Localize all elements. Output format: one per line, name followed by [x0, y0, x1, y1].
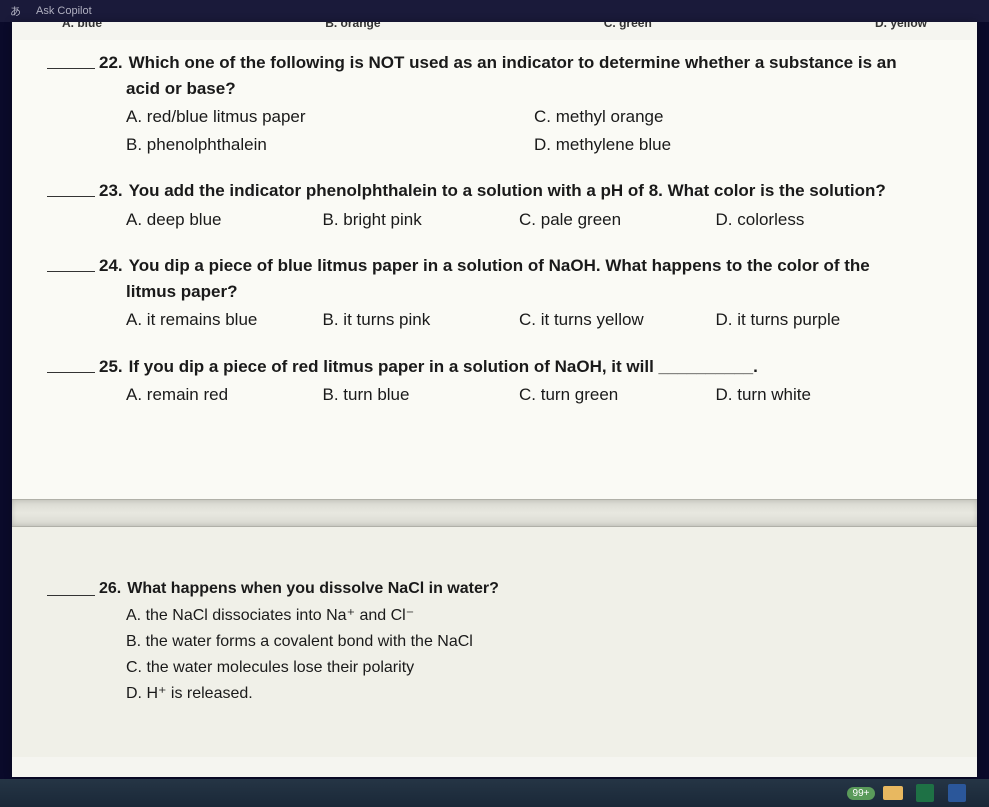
option-a: A. red/blue litmus paper	[126, 103, 534, 131]
question-number: 24.	[99, 253, 123, 279]
question-26: 26. What happens when you dissolve NaCl …	[47, 577, 942, 707]
answer-blank	[47, 372, 95, 373]
question-22: 22. Which one of the following is NOT us…	[47, 50, 942, 158]
badge-count: 99+	[847, 787, 876, 800]
fragment-option-a: A. blue	[62, 22, 102, 34]
question-text-cont: acid or base?	[126, 76, 942, 102]
option-c: C. methyl orange	[534, 103, 942, 131]
fragment-option-c: C. green	[604, 22, 652, 34]
option-d: D. it turns purple	[716, 306, 913, 334]
option-c: C. it turns yellow	[519, 306, 716, 334]
options-row: A. deep blue B. bright pink C. pale gree…	[126, 206, 942, 234]
options-grid: A. red/blue litmus paper B. phenolphthal…	[126, 103, 942, 158]
option-d: D. methylene blue	[534, 131, 942, 159]
option-c: C. pale green	[519, 206, 716, 234]
question-content: 26. What happens when you dissolve NaCl …	[99, 577, 942, 707]
option-a: A. the NaCl dissociates into Na⁺ and Cl⁻	[126, 603, 942, 629]
option-b: B. bright pink	[323, 206, 520, 234]
option-b: B. turn blue	[323, 381, 520, 409]
word-icon[interactable]	[945, 783, 969, 803]
file-explorer-icon[interactable]	[881, 783, 905, 803]
page-break	[12, 499, 977, 527]
question-content: 23. You add the indicator phenolphthalei…	[99, 178, 942, 233]
question-25: 25. If you dip a piece of red litmus pap…	[47, 354, 942, 409]
option-a: A. it remains blue	[126, 306, 323, 334]
question-number: 26.	[99, 577, 121, 601]
question-24: 24. You dip a piece of blue litmus paper…	[47, 253, 942, 334]
answer-blank	[47, 271, 95, 272]
fragment-option-d: D. yellow	[875, 22, 927, 34]
question-text: You add the indicator phenolphthalein to…	[129, 178, 942, 204]
option-b: B. it turns pink	[323, 306, 520, 334]
excel-icon[interactable]	[913, 783, 937, 803]
option-d: D. H⁺ is released.	[126, 681, 942, 707]
options-row: A. remain red B. turn blue C. turn green…	[126, 381, 942, 409]
translate-icon[interactable]: あ	[10, 3, 21, 19]
question-page-upper: 22. Which one of the following is NOT us…	[12, 40, 977, 499]
fragment-option-b: B. orange	[325, 22, 380, 34]
answer-blank	[47, 595, 95, 596]
question-number: 25.	[99, 354, 123, 380]
question-content: 25. If you dip a piece of red litmus pap…	[99, 354, 942, 409]
windows-taskbar[interactable]: 99+	[0, 779, 989, 807]
prev-question-fragment: A. blue B. orange C. green D. yellow	[12, 22, 977, 40]
options-list: A. the NaCl dissociates into Na⁺ and Cl⁻…	[126, 603, 942, 707]
browser-toolbar: あ Ask Copilot	[0, 0, 989, 22]
question-text: You dip a piece of blue litmus paper in …	[129, 253, 942, 279]
option-a: A. deep blue	[126, 206, 323, 234]
option-c: C. turn green	[519, 381, 716, 409]
question-content: 24. You dip a piece of blue litmus paper…	[99, 253, 942, 334]
document-viewport: A. blue B. orange C. green D. yellow 22.…	[12, 22, 977, 777]
question-23: 23. You add the indicator phenolphthalei…	[47, 178, 942, 233]
option-d: D. turn white	[716, 381, 913, 409]
answer-blank	[47, 196, 95, 197]
answer-blank	[47, 68, 95, 69]
question-number: 23.	[99, 178, 123, 204]
question-page-lower: 26. What happens when you dissolve NaCl …	[12, 527, 977, 757]
question-text: If you dip a piece of red litmus paper i…	[129, 354, 942, 380]
option-a: A. remain red	[126, 381, 323, 409]
option-b: B. the water forms a covalent bond with …	[126, 629, 942, 655]
question-number: 22.	[99, 50, 123, 76]
option-c: C. the water molecules lose their polari…	[126, 655, 942, 681]
option-b: B. phenolphthalein	[126, 131, 534, 159]
options-row: A. it remains blue B. it turns pink C. i…	[126, 306, 942, 334]
question-text-cont: litmus paper?	[126, 279, 942, 305]
copilot-button[interactable]: Ask Copilot	[36, 5, 92, 17]
question-text: What happens when you dissolve NaCl in w…	[127, 577, 942, 601]
question-text: Which one of the following is NOT used a…	[129, 50, 942, 76]
option-d: D. colorless	[716, 206, 913, 234]
question-content: 22. Which one of the following is NOT us…	[99, 50, 942, 158]
notification-badge[interactable]: 99+	[849, 783, 873, 803]
